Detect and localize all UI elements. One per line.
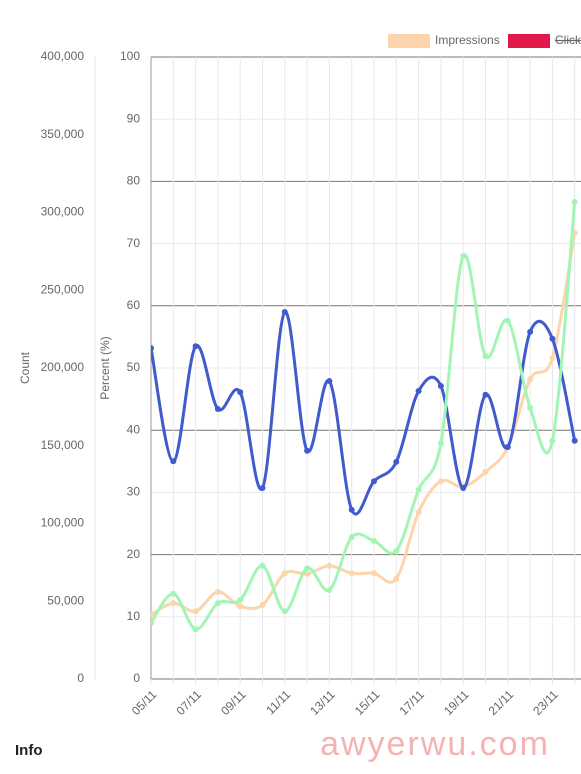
data-point — [281, 608, 288, 615]
y2-tick-label: 60 — [127, 298, 141, 312]
data-point — [571, 198, 578, 205]
x-tick-label: 11/11 — [263, 687, 293, 717]
y2-tick-label: 10 — [127, 609, 141, 623]
y-tick-label: 150,000 — [41, 438, 85, 452]
y2-axis-label: Percent (%) — [98, 336, 112, 399]
data-point — [170, 590, 177, 597]
series-line — [151, 232, 577, 617]
data-point — [348, 506, 355, 513]
data-point — [437, 440, 444, 447]
y2-tick-label: 50 — [127, 360, 141, 374]
data-point — [192, 608, 199, 615]
y-tick-label: 400,000 — [41, 49, 85, 63]
data-point — [549, 335, 556, 342]
x-tick-label: 09/11 — [218, 687, 249, 718]
x-tick-label: 19/11 — [441, 687, 472, 718]
data-point — [281, 309, 288, 316]
data-point — [259, 562, 266, 569]
y-tick-label: 100,000 — [41, 516, 85, 530]
data-point — [527, 376, 534, 383]
y-tick-label: 250,000 — [41, 282, 85, 296]
data-point — [304, 565, 311, 572]
y-tick-label: 0 — [77, 671, 84, 685]
data-point — [571, 437, 578, 444]
data-point — [482, 468, 489, 475]
y-tick-label: 300,000 — [41, 205, 85, 219]
y2-tick-label: 100 — [120, 49, 140, 63]
data-point — [393, 575, 400, 582]
data-point — [170, 458, 177, 465]
data-point — [192, 626, 199, 633]
legend-label[interactable]: Impressions — [435, 33, 500, 47]
data-point — [460, 253, 467, 260]
section-title: Info — [15, 742, 43, 759]
data-point — [393, 547, 400, 554]
data-point — [482, 391, 489, 398]
x-tick-label: 21/11 — [486, 687, 517, 718]
data-point — [192, 343, 199, 350]
data-point — [415, 486, 422, 493]
data-point — [371, 478, 377, 485]
data-point — [348, 534, 355, 541]
y2-tick-label: 30 — [127, 485, 141, 499]
data-point — [549, 355, 556, 362]
y2-tick-label: 70 — [127, 236, 141, 250]
data-point — [304, 447, 311, 454]
data-point — [348, 570, 355, 577]
data-point — [170, 600, 177, 607]
y2-tick-label: 20 — [127, 547, 141, 561]
data-point — [415, 388, 422, 395]
data-point — [326, 587, 333, 594]
y-axis-label: Count — [18, 351, 32, 384]
x-tick-label: 23/11 — [530, 687, 561, 718]
data-point — [437, 383, 444, 390]
data-point — [437, 478, 444, 485]
y2-tick-label: 90 — [127, 111, 141, 125]
data-point — [527, 404, 534, 411]
data-point — [371, 537, 377, 544]
legend-swatch — [508, 34, 550, 48]
plot-area — [151, 198, 578, 633]
data-point — [504, 317, 511, 324]
y2-tick-label: 0 — [133, 671, 140, 685]
legend-label[interactable]: Clicks — [555, 33, 581, 47]
data-point — [214, 406, 221, 413]
x-tick-label: 17/11 — [396, 687, 427, 718]
series-line — [151, 201, 577, 631]
y-tick-label: 350,000 — [41, 127, 85, 141]
data-point — [504, 443, 511, 450]
data-point — [281, 570, 288, 577]
y2-tick-label: 80 — [127, 174, 141, 188]
data-point — [151, 345, 154, 352]
data-point — [237, 603, 244, 610]
data-point — [415, 509, 422, 516]
data-point — [326, 378, 333, 385]
data-point — [259, 485, 266, 492]
data-point — [371, 570, 377, 577]
data-point — [549, 437, 556, 444]
y-tick-label: 200,000 — [41, 360, 85, 374]
legend-swatch — [388, 34, 430, 48]
data-point — [482, 353, 489, 360]
data-point — [304, 570, 311, 577]
series-line — [151, 310, 577, 516]
data-point — [326, 562, 333, 569]
watermark: awyerwu.com — [320, 725, 550, 763]
data-point — [214, 588, 221, 595]
data-point — [393, 458, 400, 465]
x-tick-label: 13/11 — [307, 687, 338, 718]
data-point — [237, 597, 244, 604]
y2-tick-label: 40 — [127, 422, 141, 436]
data-point — [460, 485, 467, 492]
data-point — [527, 328, 534, 335]
data-point — [151, 620, 154, 627]
x-tick-label: 15/11 — [352, 687, 383, 718]
x-tick-label: 05/11 — [129, 687, 160, 718]
data-point — [259, 601, 266, 608]
x-tick-label: 07/11 — [173, 687, 204, 718]
data-point — [214, 600, 221, 607]
data-point — [237, 389, 244, 396]
y-tick-label: 50,000 — [47, 593, 84, 607]
